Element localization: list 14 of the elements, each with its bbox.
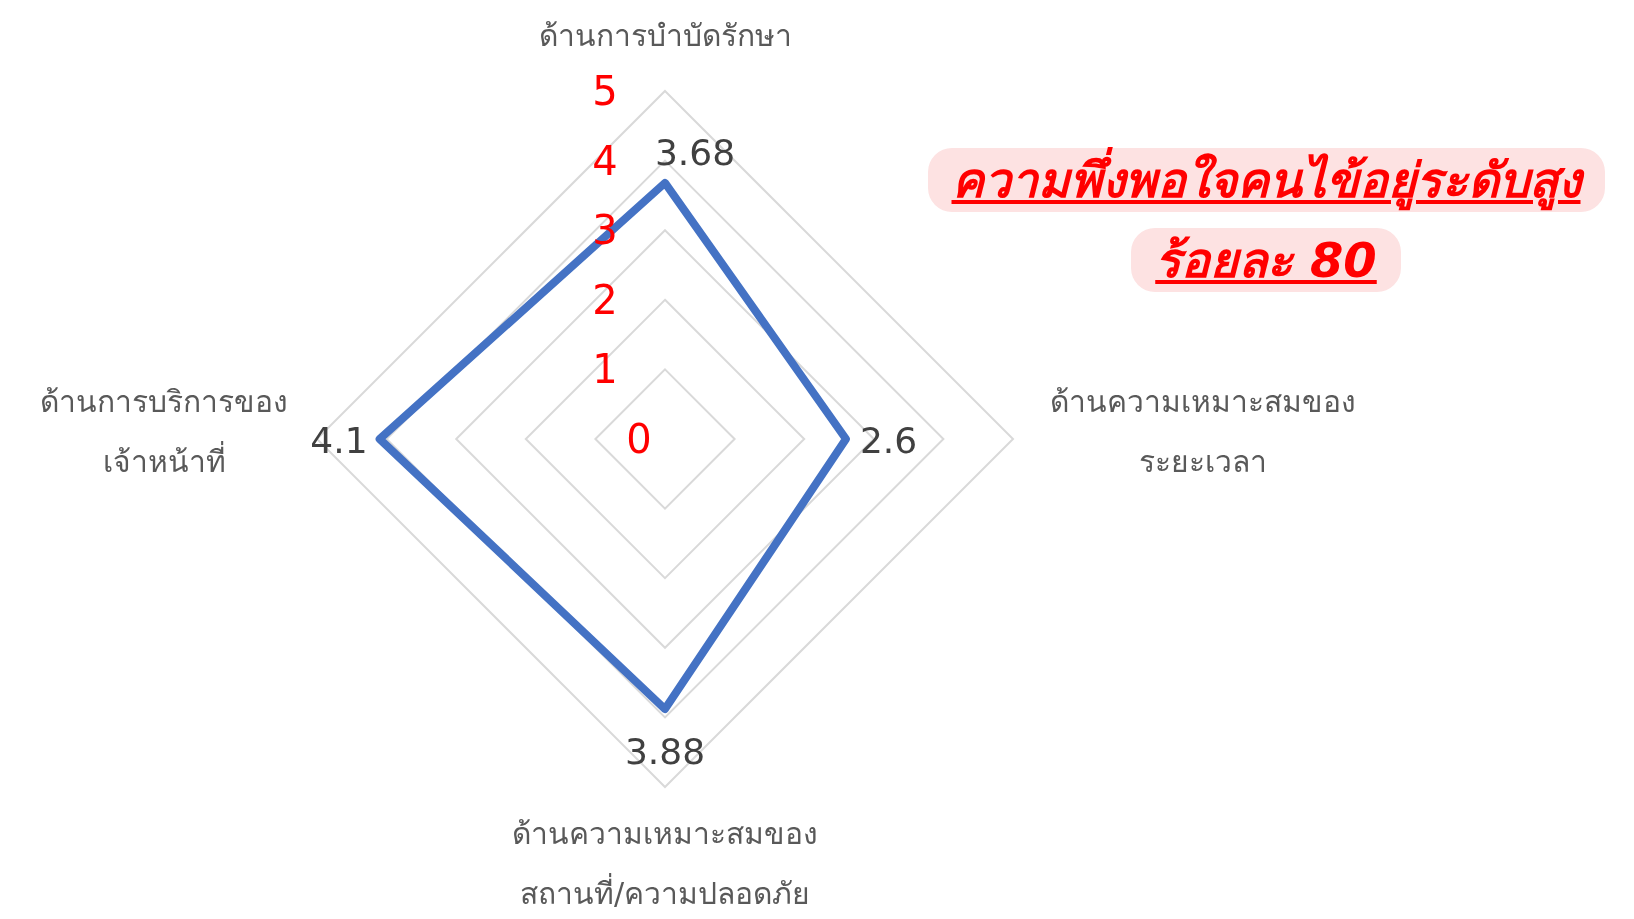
y-tick-label: 4 [592,137,618,184]
spoke-label: ด้านความเหมาะสมของระยะเวลา [1049,383,1357,481]
data-label: 3.68 [654,131,736,173]
data-label: 2.6 [859,420,918,461]
spoke-label: ด้านการบำบัดรักษา [537,17,793,55]
spoke-label: ด้านความเหมาะสมของสถานที่/ความปลอดภัย [511,815,819,913]
data-label: 3.88 [624,731,706,773]
text: ความพึ่งพอใจคนไข้อยู่ระดับสูง ร้อยละ 80 [927,148,1605,292]
y-tick-label: 2 [592,276,618,323]
y-tick-label: 1 [592,346,618,393]
y-tick-label: 5 [592,68,618,114]
y-tick-label: 0 [626,416,652,462]
spoke-label: ด้านการบริการของเจ้าหน้าที่ [39,383,289,481]
data-label: 4.1 [310,420,368,461]
